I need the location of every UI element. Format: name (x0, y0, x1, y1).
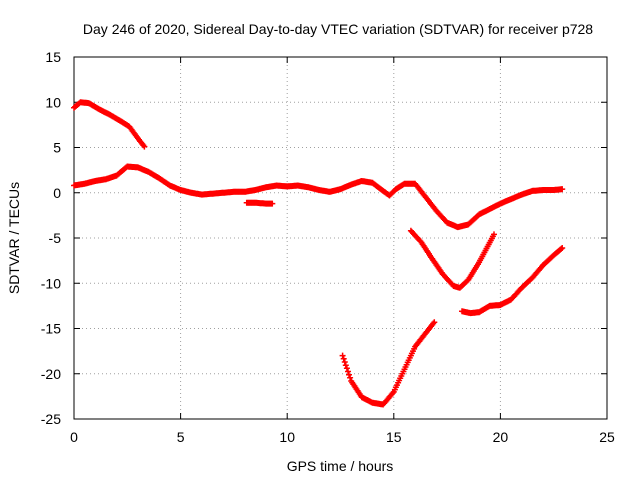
series-arc-1 (71, 99, 148, 150)
series-arc-2 (71, 163, 566, 231)
series-arc-5 (339, 319, 438, 408)
x-tick-label: 0 (70, 429, 78, 445)
x-tick-label: 20 (493, 429, 509, 445)
y-tick-label: -10 (41, 275, 61, 291)
data-point (141, 143, 148, 150)
data-point (340, 355, 347, 362)
data-point (389, 390, 396, 397)
x-tick-label: 5 (177, 429, 185, 445)
x-tick-label: 10 (279, 429, 295, 445)
data-point (339, 352, 346, 359)
data-point (559, 186, 566, 193)
x-axis-label: GPS time / hours (287, 458, 394, 474)
y-tick-label: -15 (41, 321, 61, 337)
data-point (347, 374, 354, 381)
data-point (341, 359, 348, 365)
data-point (431, 319, 438, 326)
y-tick-label: 15 (45, 49, 61, 65)
data-points (71, 99, 566, 408)
series-arc-3 (243, 199, 276, 207)
series-arc-4 (407, 227, 497, 291)
grid-lines (74, 57, 607, 419)
x-tick-label: 15 (386, 429, 402, 445)
data-point (559, 245, 566, 251)
data-point (491, 231, 497, 238)
data-point (345, 368, 351, 375)
chart-title: Day 246 of 2020, Sidereal Day-to-day VTE… (83, 21, 593, 37)
data-point (346, 371, 352, 378)
y-tick-label: 0 (53, 185, 61, 201)
data-point (558, 245, 565, 252)
y-axis-label: SDTVAR / TECUs (6, 182, 22, 294)
y-tick-label: 10 (45, 94, 61, 110)
y-tick-label: -25 (41, 411, 61, 427)
x-tick-label: 25 (599, 429, 615, 445)
y-tick-label: -20 (41, 366, 61, 382)
y-tick-label: -5 (49, 230, 62, 246)
plot-area-frame (73, 56, 608, 420)
data-point (343, 365, 350, 372)
data-point (269, 200, 276, 207)
y-tick-label: 5 (53, 140, 61, 156)
data-point (342, 362, 349, 369)
axis-ticks: 0 5 10 15 20 25 -25 -20 -15 -10 -5 0 5 10 15 (41, 49, 615, 445)
series-arc-6 (459, 245, 566, 317)
